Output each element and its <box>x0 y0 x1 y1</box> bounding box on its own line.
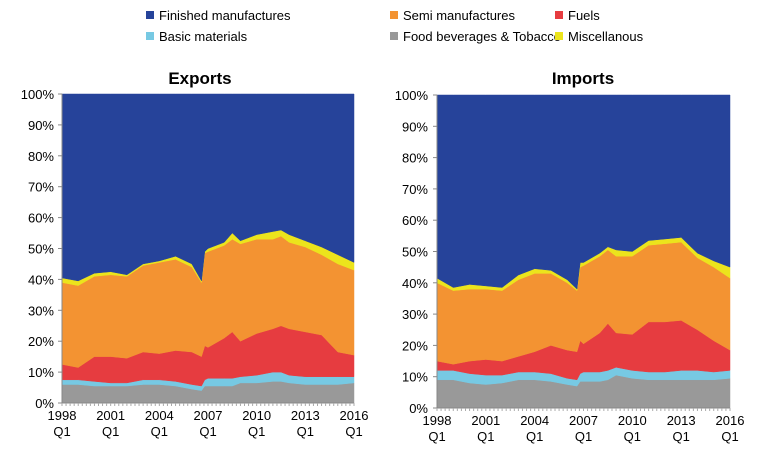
x-tick-label-quarter: Q1 <box>297 424 314 439</box>
x-tick-label-quarter: Q1 <box>151 424 168 439</box>
x-tick-label-quarter: Q1 <box>624 429 641 444</box>
x-tick-label-year: 2013 <box>667 413 696 428</box>
x-tick-label-quarter: Q1 <box>199 424 216 439</box>
x-tick-label-year: 2016 <box>340 408 369 423</box>
x-tick-label-year: 2010 <box>618 413 647 428</box>
x-tick-label-quarter: Q1 <box>477 429 494 444</box>
x-tick-label-year: 2016 <box>716 413 745 428</box>
legend-label-fuels: Fuels <box>568 8 600 23</box>
y-tick-label: 60% <box>28 211 54 226</box>
area-finished <box>61 93 355 282</box>
y-tick-label: 80% <box>402 151 428 166</box>
y-tick-label: 90% <box>402 119 428 134</box>
x-tick-label-quarter: Q1 <box>345 424 362 439</box>
y-tick-label: 40% <box>28 272 54 287</box>
y-tick-label: 10% <box>28 365 54 380</box>
y-tick-label: 50% <box>28 242 54 257</box>
exports-panel: Exports 0% 10% 20% 30% 40% 50% 60% 70% 80% 90% 100%… <box>21 69 369 439</box>
x-tick-label-year: 1998 <box>48 408 77 423</box>
legend-swatch-semi <box>390 11 398 19</box>
x-tick-label-year: 1998 <box>423 413 452 428</box>
y-tick-label: 40% <box>402 276 428 291</box>
y-tick-label: 0% <box>35 396 54 411</box>
x-tick-label-year: 2001 <box>471 413 500 428</box>
y-tick-label: 70% <box>28 180 54 195</box>
legend-label-semi: Semi manufactures <box>403 8 515 23</box>
x-tick-label-year: 2001 <box>96 408 125 423</box>
area-finished <box>436 94 731 290</box>
chart-title: Exports <box>168 69 231 88</box>
legend-label-basic: Basic materials <box>159 29 248 44</box>
x-tick-label-year: 2004 <box>145 408 174 423</box>
y-tick-label: 10% <box>402 370 428 385</box>
chart-title: Imports <box>552 69 614 88</box>
x-tick-label-year: 2010 <box>242 408 271 423</box>
x-tick-label-quarter: Q1 <box>672 429 689 444</box>
legend-swatch-fuels <box>555 11 563 19</box>
x-tick-label-year: 2013 <box>291 408 320 423</box>
y-tick-label: 0% <box>409 401 428 416</box>
x-tick-label-quarter: Q1 <box>526 429 543 444</box>
legend-label-food: Food beverages & Tobacco <box>403 29 561 44</box>
legend-swatch-finished <box>146 11 154 19</box>
y-tick-label: 20% <box>402 338 428 353</box>
x-tick-label-quarter: Q1 <box>102 424 119 439</box>
legend-label-finished: Finished manufactures <box>159 8 291 23</box>
y-tick-label: 30% <box>402 307 428 322</box>
legend-swatch-basic <box>146 32 154 40</box>
y-tick-label: 90% <box>28 118 54 133</box>
x-tick-label-year: 2004 <box>520 413 549 428</box>
y-tick-label: 80% <box>28 149 54 164</box>
y-tick-label: 70% <box>402 182 428 197</box>
x-tick-label-year: 2007 <box>569 413 598 428</box>
x-tick-label-quarter: Q1 <box>428 429 445 444</box>
y-tick-label: 20% <box>28 334 54 349</box>
legend-swatch-misc <box>555 32 563 40</box>
y-tick-label: 50% <box>402 245 428 260</box>
y-tick-label: 100% <box>395 88 429 103</box>
legend: Finished manufactures Semi manufactures Fu… <box>146 8 644 44</box>
x-tick-label-quarter: Q1 <box>575 429 592 444</box>
legend-swatch-food <box>390 32 398 40</box>
x-tick-label-quarter: Q1 <box>721 429 738 444</box>
x-tick-label-quarter: Q1 <box>53 424 70 439</box>
y-tick-label: 100% <box>21 87 55 102</box>
x-tick-label-year: 2007 <box>194 408 223 423</box>
y-tick-label: 60% <box>402 213 428 228</box>
y-tick-label: 30% <box>28 303 54 318</box>
legend-label-misc: Miscellanous <box>568 29 644 44</box>
imports-panel: Imports 0% 10% 20% 30% 40% 50% 60% 70% 80% 90% 100%… <box>395 69 745 444</box>
x-tick-label-quarter: Q1 <box>248 424 265 439</box>
